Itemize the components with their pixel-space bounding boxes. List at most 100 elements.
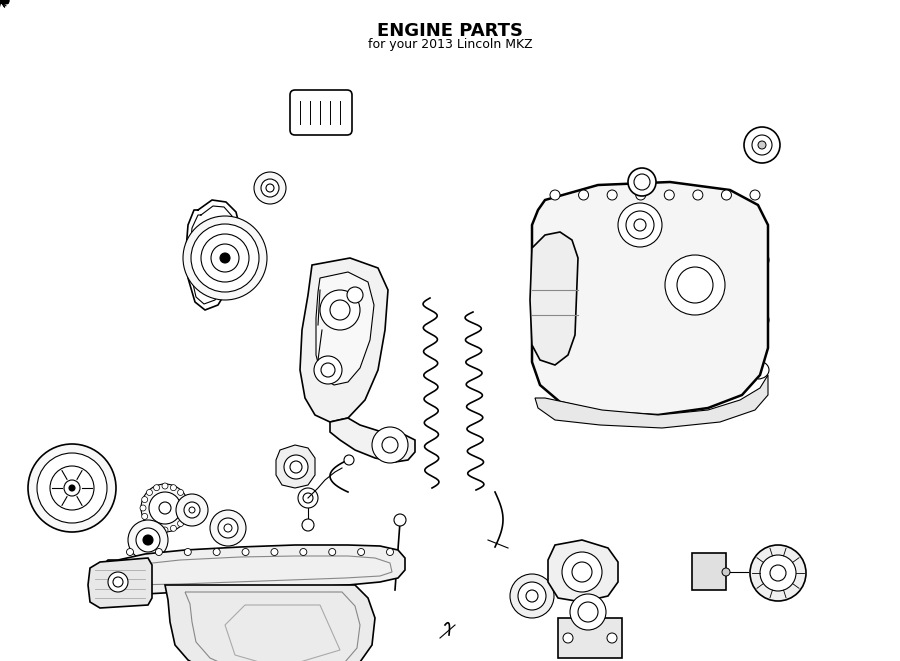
Circle shape [722, 568, 730, 576]
Circle shape [28, 444, 116, 532]
Circle shape [330, 300, 350, 320]
Circle shape [664, 190, 674, 200]
Text: 15: 15 [0, 0, 9, 7]
Circle shape [201, 234, 249, 282]
Circle shape [298, 488, 318, 508]
Circle shape [572, 562, 592, 582]
Circle shape [722, 190, 732, 200]
FancyBboxPatch shape [290, 90, 352, 135]
Text: 28: 28 [0, 0, 10, 7]
Circle shape [320, 290, 360, 330]
Circle shape [760, 555, 796, 591]
Circle shape [156, 549, 162, 555]
Text: 30: 30 [0, 0, 10, 7]
Text: 14: 14 [0, 0, 9, 7]
Text: 9: 9 [0, 0, 5, 7]
Circle shape [266, 184, 274, 192]
Circle shape [261, 179, 279, 197]
Circle shape [510, 574, 554, 618]
Circle shape [634, 174, 650, 190]
Circle shape [170, 485, 176, 490]
Text: 13: 13 [0, 0, 9, 7]
Circle shape [750, 545, 806, 601]
Circle shape [550, 190, 560, 200]
Circle shape [758, 141, 766, 149]
Text: 23: 23 [0, 0, 10, 7]
Circle shape [177, 521, 184, 527]
Text: 19: 19 [0, 0, 10, 7]
Circle shape [136, 528, 160, 552]
Text: 11: 11 [0, 0, 10, 7]
Text: 1: 1 [0, 0, 4, 7]
Circle shape [183, 514, 188, 520]
Text: 25: 25 [0, 0, 10, 8]
Circle shape [218, 518, 238, 538]
Text: 8: 8 [0, 0, 4, 7]
Circle shape [141, 514, 148, 520]
Text: 24: 24 [0, 0, 10, 8]
Circle shape [626, 211, 654, 239]
Circle shape [191, 224, 259, 292]
Text: 3: 3 [0, 0, 4, 7]
Text: 12: 12 [0, 0, 9, 7]
Polygon shape [300, 258, 388, 422]
Circle shape [183, 216, 267, 300]
Text: 16: 16 [0, 0, 10, 7]
Circle shape [382, 437, 398, 453]
Text: 6: 6 [0, 0, 8, 7]
Circle shape [744, 127, 780, 163]
Circle shape [211, 244, 239, 272]
Circle shape [108, 572, 128, 592]
Text: for your 2013 Lincoln MKZ: for your 2013 Lincoln MKZ [368, 38, 532, 51]
Circle shape [372, 427, 408, 463]
Circle shape [141, 496, 148, 502]
Circle shape [344, 455, 354, 465]
Text: 10: 10 [0, 0, 10, 7]
Circle shape [189, 507, 195, 513]
Text: 5: 5 [0, 0, 4, 7]
Circle shape [220, 253, 230, 263]
Circle shape [518, 582, 546, 610]
Polygon shape [530, 232, 578, 365]
Text: 21: 21 [0, 0, 9, 7]
Circle shape [154, 525, 159, 531]
Circle shape [50, 466, 94, 510]
Circle shape [184, 505, 190, 511]
Circle shape [113, 577, 123, 587]
Circle shape [562, 552, 602, 592]
Circle shape [37, 453, 107, 523]
Circle shape [394, 514, 406, 526]
Circle shape [159, 502, 171, 514]
Text: 26: 26 [0, 0, 10, 7]
Circle shape [143, 535, 153, 545]
Circle shape [750, 190, 760, 200]
Circle shape [127, 549, 133, 555]
Circle shape [147, 521, 152, 527]
Circle shape [677, 267, 713, 303]
Polygon shape [535, 375, 768, 428]
Text: 2: 2 [0, 0, 4, 7]
Circle shape [271, 549, 278, 555]
Circle shape [149, 492, 181, 524]
Circle shape [141, 484, 189, 532]
Circle shape [634, 219, 646, 231]
Circle shape [224, 524, 232, 532]
Circle shape [770, 565, 786, 581]
Circle shape [170, 525, 176, 531]
Circle shape [300, 549, 307, 555]
Circle shape [242, 549, 249, 555]
Circle shape [176, 494, 208, 526]
Circle shape [752, 135, 772, 155]
Circle shape [314, 356, 342, 384]
Circle shape [693, 190, 703, 200]
Polygon shape [276, 445, 315, 488]
Circle shape [290, 461, 302, 473]
Polygon shape [316, 272, 374, 385]
Circle shape [526, 590, 538, 602]
Circle shape [607, 633, 617, 643]
Circle shape [213, 549, 220, 555]
Circle shape [147, 489, 152, 496]
Circle shape [628, 168, 656, 196]
Circle shape [254, 172, 286, 204]
Circle shape [635, 190, 645, 200]
